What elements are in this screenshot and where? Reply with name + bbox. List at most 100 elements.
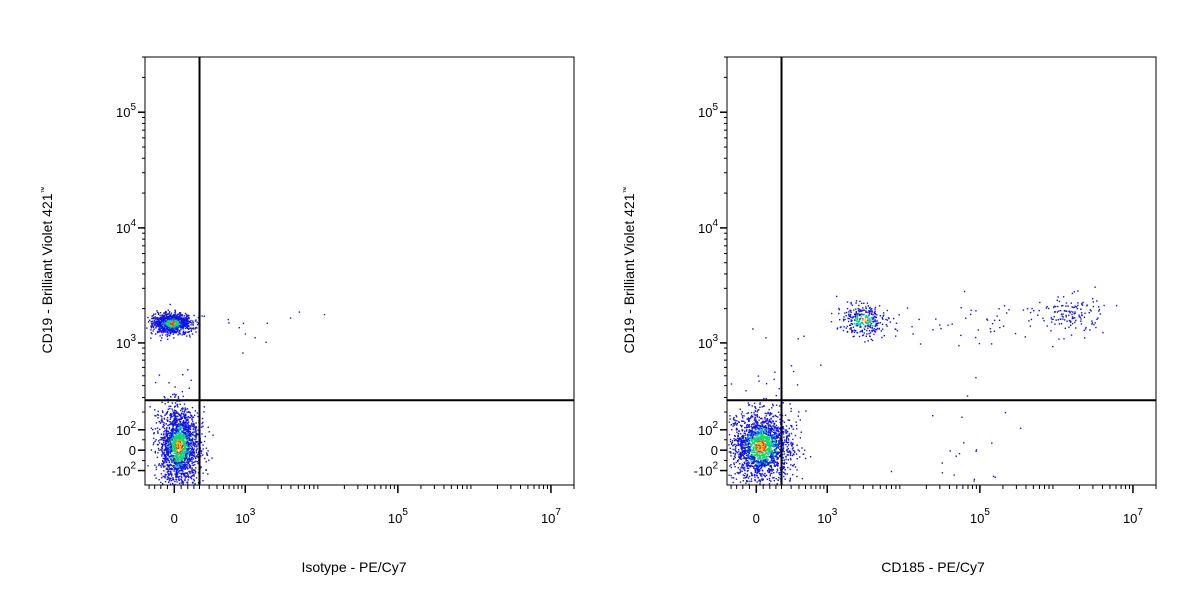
data-point (171, 455, 172, 456)
data-point (750, 439, 751, 440)
data-point (786, 449, 787, 450)
data-point (160, 465, 161, 466)
data-point (201, 453, 202, 454)
data-point (178, 314, 179, 315)
data-point (187, 433, 188, 434)
data-point (194, 454, 195, 455)
data-point (197, 443, 198, 444)
data-point (759, 455, 760, 456)
data-point (182, 325, 183, 326)
data-point (772, 420, 773, 421)
data-point (191, 471, 192, 472)
data-point (854, 323, 855, 324)
data-point (156, 469, 157, 470)
data-point (789, 403, 790, 404)
data-point (179, 330, 180, 331)
data-point (747, 460, 748, 461)
data-point (177, 416, 178, 417)
data-point (731, 443, 732, 444)
data-point (171, 480, 172, 481)
data-point (185, 313, 186, 314)
data-point (175, 439, 176, 440)
data-point (741, 442, 742, 443)
data-point (783, 451, 784, 452)
data-point (209, 431, 210, 432)
data-point (155, 439, 156, 440)
data-point (179, 438, 180, 439)
data-point (756, 422, 757, 423)
data-point (776, 428, 777, 429)
data-point (738, 442, 739, 443)
data-point (177, 318, 178, 319)
data-point (795, 466, 796, 467)
data-point (771, 460, 772, 461)
data-point (189, 425, 190, 426)
data-point (192, 333, 193, 334)
data-point (196, 434, 197, 435)
data-point (167, 471, 168, 472)
data-point (180, 478, 181, 479)
data-point (184, 332, 185, 333)
data-point (845, 315, 846, 316)
data-point (179, 316, 180, 317)
data-point (180, 404, 181, 405)
data-point (180, 329, 181, 330)
data-point (160, 423, 161, 424)
data-point (779, 474, 780, 475)
data-point (177, 420, 178, 421)
data-point (735, 473, 736, 474)
data-point (155, 415, 156, 416)
data-point (776, 416, 777, 417)
data-point (189, 335, 190, 336)
data-point (776, 478, 777, 479)
data-point (159, 429, 160, 430)
data-point (760, 438, 761, 439)
data-point (734, 440, 735, 441)
data-point (171, 451, 172, 452)
data-point (792, 465, 793, 466)
data-point (745, 390, 746, 391)
data-point (182, 435, 183, 436)
data-point (178, 464, 179, 465)
data-point (793, 429, 794, 430)
data-point (867, 312, 868, 313)
data-point (876, 329, 877, 330)
data-point (777, 416, 778, 417)
data-point (180, 435, 181, 436)
data-point (742, 438, 743, 439)
data-point (735, 453, 736, 454)
data-point (212, 435, 213, 436)
data-point (193, 479, 194, 480)
data-point (788, 459, 789, 460)
data-point (753, 455, 754, 456)
data-point (741, 447, 742, 448)
data-point (176, 315, 177, 316)
data-point (753, 439, 754, 440)
data-point (196, 477, 197, 478)
data-point (172, 448, 173, 449)
data-point (160, 318, 161, 319)
data-point (882, 324, 883, 325)
data-point (766, 383, 767, 384)
data-point (164, 324, 165, 325)
data-point (174, 451, 175, 452)
data-point (737, 440, 738, 441)
data-point (161, 437, 162, 438)
data-point (168, 409, 169, 410)
data-point (763, 454, 764, 455)
data-point (197, 454, 198, 455)
data-point (177, 425, 178, 426)
data-point (748, 484, 749, 485)
data-point (180, 451, 181, 452)
data-point (177, 432, 178, 433)
data-point (174, 386, 175, 387)
data-point (738, 441, 739, 442)
data-point (774, 480, 775, 481)
data-point (185, 409, 186, 410)
data-point (767, 423, 768, 424)
data-point (742, 465, 743, 466)
data-point (754, 403, 755, 404)
data-point (163, 462, 164, 463)
data-point (742, 443, 743, 444)
data-point (181, 432, 182, 433)
